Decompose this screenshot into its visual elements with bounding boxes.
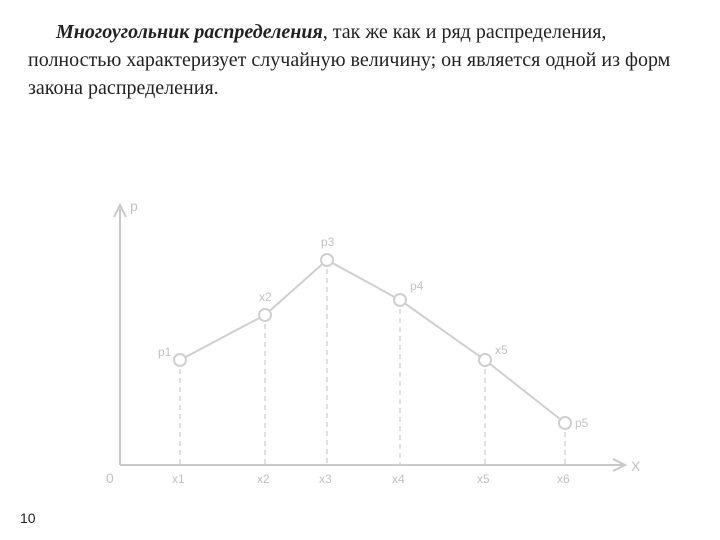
svg-text:x5: x5 bbox=[495, 343, 508, 357]
description-paragraph: Многоугольник распределения, так же как … bbox=[28, 18, 692, 102]
svg-text:p3: p3 bbox=[321, 235, 335, 249]
page-number: 10 bbox=[20, 510, 36, 526]
svg-text:p1: p1 bbox=[158, 345, 172, 359]
svg-text:x5: x5 bbox=[477, 472, 490, 486]
svg-text:x2: x2 bbox=[259, 290, 272, 304]
slide-page: Многоугольник распределения, так же как … bbox=[0, 0, 720, 540]
svg-text:0: 0 bbox=[106, 470, 114, 486]
svg-text:x4: x4 bbox=[392, 472, 405, 486]
svg-text:p: p bbox=[130, 198, 138, 214]
svg-text:p4: p4 bbox=[410, 279, 424, 293]
svg-text:x1: x1 bbox=[172, 472, 185, 486]
chart-svg: 0 Xp p1 x2 p3 p4 x5 p5 x1 x2 x3 x4 x5 x6 bbox=[70, 165, 650, 505]
svg-text:x3: x3 bbox=[319, 472, 332, 486]
svg-text:x2: x2 bbox=[257, 472, 270, 486]
lead-term: Многоугольник распределения bbox=[56, 21, 323, 43]
distribution-polygon-chart: 0 Xp p1 x2 p3 p4 x5 p5 x1 x2 x3 x4 x5 x6 bbox=[70, 165, 650, 505]
svg-text:p5: p5 bbox=[575, 416, 589, 430]
svg-text:x6: x6 bbox=[557, 472, 570, 486]
svg-text:X: X bbox=[631, 458, 641, 474]
